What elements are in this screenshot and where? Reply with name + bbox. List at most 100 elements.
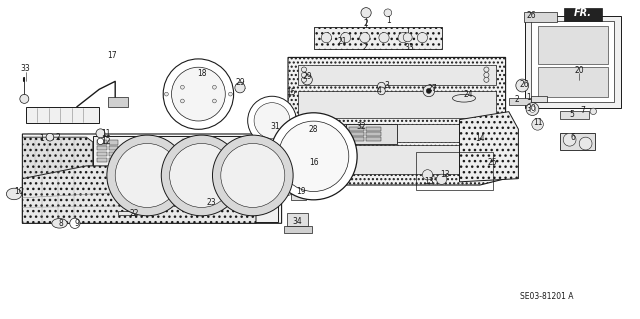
Bar	[192, 148, 200, 152]
Circle shape	[590, 108, 596, 115]
Bar	[560, 133, 595, 150]
Bar	[211, 148, 220, 152]
Text: 34: 34	[292, 217, 303, 226]
Bar	[560, 111, 589, 119]
Circle shape	[278, 121, 349, 191]
Circle shape	[526, 103, 539, 115]
Bar	[182, 144, 191, 147]
Bar	[182, 148, 191, 152]
Circle shape	[248, 96, 296, 145]
Bar	[109, 146, 118, 150]
Text: 11: 11	[101, 130, 110, 138]
Text: 23: 23	[206, 198, 216, 207]
Bar	[298, 65, 496, 85]
Text: 25: 25	[488, 158, 498, 167]
Bar	[109, 140, 118, 145]
Circle shape	[321, 33, 332, 43]
Bar	[93, 136, 278, 222]
Text: 3: 3	[384, 81, 389, 90]
Text: 16: 16	[308, 158, 319, 167]
Text: 15: 15	[286, 88, 296, 97]
Bar	[287, 213, 308, 226]
Circle shape	[235, 83, 245, 93]
Polygon shape	[288, 57, 506, 185]
Bar	[192, 139, 200, 143]
Circle shape	[532, 119, 543, 130]
Text: 1: 1	[526, 93, 531, 102]
Circle shape	[115, 144, 179, 207]
Circle shape	[301, 67, 307, 72]
Bar	[97, 152, 107, 156]
Circle shape	[161, 135, 242, 216]
Circle shape	[422, 170, 433, 180]
Circle shape	[360, 33, 370, 43]
Bar	[346, 124, 397, 144]
Bar	[298, 145, 496, 174]
Text: 2: 2	[55, 133, 60, 142]
Circle shape	[270, 113, 357, 200]
Circle shape	[563, 133, 576, 146]
Text: 4: 4	[377, 86, 382, 95]
Bar	[531, 96, 547, 102]
Text: 29: 29	[302, 72, 312, 81]
Circle shape	[163, 59, 234, 129]
Text: 13: 13	[440, 170, 450, 179]
Text: 12: 12	[101, 137, 110, 146]
Text: 10: 10	[14, 187, 24, 196]
Bar	[314, 27, 442, 49]
Circle shape	[384, 9, 392, 17]
Circle shape	[484, 77, 489, 82]
Text: 30: 30	[526, 104, 536, 113]
Circle shape	[254, 103, 290, 138]
Text: 1: 1	[39, 134, 44, 143]
Circle shape	[301, 72, 307, 78]
Polygon shape	[22, 166, 256, 223]
Text: 2: 2	[364, 19, 369, 28]
Bar	[298, 91, 496, 118]
Polygon shape	[22, 134, 282, 223]
Ellipse shape	[52, 219, 67, 228]
Text: 7: 7	[580, 106, 585, 115]
Circle shape	[170, 144, 234, 207]
Text: 18: 18	[197, 69, 206, 78]
Circle shape	[484, 67, 489, 72]
Text: 8: 8	[58, 219, 63, 228]
Circle shape	[228, 92, 232, 96]
Circle shape	[180, 85, 184, 89]
Text: 9: 9	[74, 219, 79, 228]
Circle shape	[579, 137, 592, 150]
Bar	[349, 137, 364, 141]
Bar	[202, 148, 210, 152]
Text: 33: 33	[404, 43, 415, 52]
Ellipse shape	[452, 94, 476, 102]
Text: 32: 32	[356, 122, 367, 130]
Circle shape	[46, 133, 54, 141]
Bar	[366, 132, 381, 136]
Bar	[509, 98, 531, 105]
Text: 24: 24	[463, 90, 473, 99]
Circle shape	[529, 106, 536, 112]
Circle shape	[516, 79, 529, 92]
Circle shape	[212, 85, 216, 89]
Bar	[118, 211, 134, 215]
Text: 6: 6	[570, 133, 575, 142]
Text: 29: 29	[235, 78, 245, 87]
Bar	[564, 8, 602, 21]
Circle shape	[378, 87, 385, 95]
Circle shape	[212, 99, 216, 103]
Bar	[416, 152, 493, 190]
Circle shape	[426, 88, 431, 93]
Text: 33: 33	[20, 64, 31, 73]
Bar	[366, 127, 381, 131]
Text: 21: 21	[338, 37, 347, 46]
Bar	[202, 139, 210, 143]
Circle shape	[484, 72, 489, 78]
Bar	[366, 137, 381, 141]
Text: 13: 13	[424, 177, 434, 186]
Bar	[349, 127, 364, 131]
Bar	[97, 146, 107, 150]
Circle shape	[97, 138, 104, 145]
Text: SE03-81201 A: SE03-81201 A	[520, 292, 574, 301]
Circle shape	[378, 82, 385, 90]
Circle shape	[96, 129, 105, 138]
